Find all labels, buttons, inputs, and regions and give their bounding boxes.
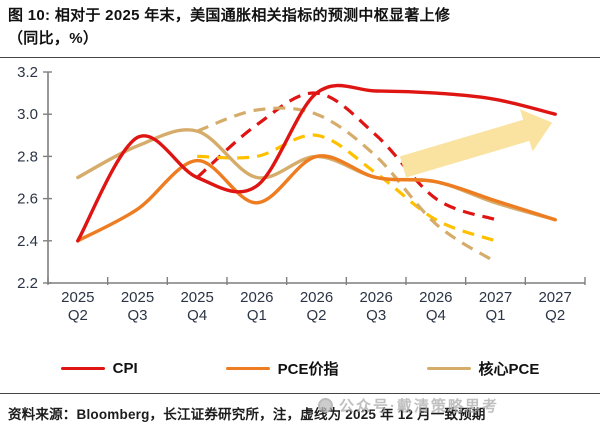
cpi-line-swatch (60, 367, 105, 370)
x-tick-label: 2026 Q3 (359, 289, 392, 324)
core-pce-line-swatch (426, 367, 471, 370)
x-tick-label: 2026 Q1 (240, 289, 273, 324)
series-solid-pce (76, 154, 557, 243)
x-tick-label: 2027 Q1 (479, 289, 512, 324)
upward-revision-arrow (399, 109, 553, 178)
figure-title: 图 10: 相对于 2025 年末，美国通胀相关指标的预测中枢显著上修 （同比，… (8, 4, 594, 50)
source-note: 资料来源：Bloomberg，长江证券研究所，注，虚线为 2025 年 12 月… (8, 407, 486, 422)
chart-legend: CPI PCE价指 核心PCE (0, 358, 600, 379)
x-tick-label: 2025 Q2 (61, 289, 94, 324)
y-tick-label: 2.8 (17, 148, 38, 165)
x-tick-label: 2025 Q4 (180, 289, 213, 324)
y-tick-label: 2.4 (17, 233, 38, 250)
title-divider (0, 57, 600, 58)
y-tick-label: 2.2 (17, 275, 38, 292)
x-tick-label: 2026 Q2 (300, 289, 333, 324)
y-tick-label: 3.0 (17, 106, 38, 123)
series-dashed-cpi (196, 91, 497, 222)
legend-label-cpi: CPI (112, 360, 138, 377)
x-tick-label: 2027 Q2 (538, 289, 571, 324)
legend-label-pce: PCE价指 (277, 361, 339, 378)
legend-item-core-pce: 核心PCE (426, 358, 540, 379)
series-solid-cpi (76, 83, 557, 243)
inflation-forecast-line-chart: 2.2 2.4 2.6 2.8 3.0 3.2 2025 Q2 2025 Q3 2025 Q4 2026… (17, 64, 586, 324)
y-tick-label: 3.2 (17, 64, 38, 81)
figure-title-line2: （同比，%） (8, 30, 99, 47)
legend-item-cpi: CPI (60, 360, 138, 377)
pce-line-swatch (225, 367, 270, 370)
series-dashed-core-pce (196, 106, 497, 264)
footer-divider (0, 393, 600, 394)
figure-title-line1: 图 10: 相对于 2025 年末，美国通胀相关指标的预测中枢显著上修 (8, 7, 451, 24)
x-tick-label: 2025 Q3 (121, 289, 154, 324)
x-tick-label: 2026 Q4 (419, 289, 452, 324)
y-tick-label: 2.6 (17, 191, 38, 208)
legend-item-pce: PCE价指 (225, 358, 339, 379)
legend-label-core-pce: 核心PCE (478, 361, 540, 378)
